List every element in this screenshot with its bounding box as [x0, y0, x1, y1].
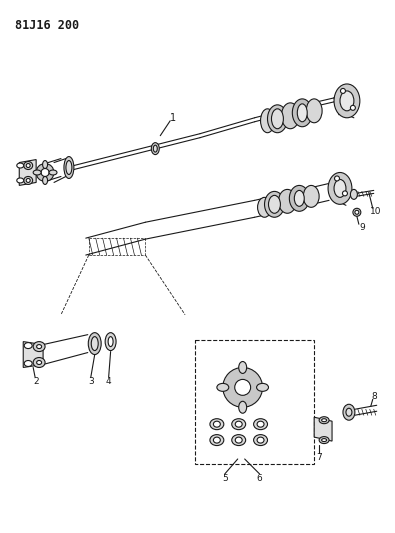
Ellipse shape — [24, 161, 33, 169]
Ellipse shape — [153, 145, 157, 152]
Text: 7: 7 — [316, 453, 322, 462]
Ellipse shape — [213, 437, 220, 443]
Ellipse shape — [66, 160, 72, 174]
Ellipse shape — [217, 383, 229, 391]
Ellipse shape — [49, 170, 57, 175]
Ellipse shape — [24, 176, 33, 184]
Text: 5: 5 — [222, 474, 228, 483]
Ellipse shape — [281, 103, 299, 129]
Ellipse shape — [322, 439, 327, 441]
Text: 1: 1 — [170, 113, 176, 123]
Ellipse shape — [210, 434, 224, 446]
Ellipse shape — [43, 176, 47, 184]
Text: 8: 8 — [372, 392, 378, 401]
Text: 4: 4 — [106, 377, 111, 386]
Ellipse shape — [297, 104, 307, 122]
Ellipse shape — [41, 168, 49, 176]
Text: 9: 9 — [359, 223, 365, 232]
Ellipse shape — [235, 379, 250, 395]
Ellipse shape — [17, 163, 24, 168]
Ellipse shape — [105, 333, 116, 351]
Ellipse shape — [269, 196, 280, 213]
Text: 3: 3 — [88, 377, 94, 386]
Ellipse shape — [350, 106, 356, 110]
Ellipse shape — [33, 358, 45, 367]
Ellipse shape — [235, 421, 242, 427]
Ellipse shape — [257, 383, 269, 391]
Ellipse shape — [26, 164, 30, 167]
Text: 10: 10 — [370, 207, 382, 216]
Ellipse shape — [239, 361, 246, 374]
Ellipse shape — [355, 211, 359, 214]
Text: 2: 2 — [33, 377, 39, 386]
Ellipse shape — [267, 105, 288, 133]
Ellipse shape — [37, 360, 41, 365]
Ellipse shape — [235, 437, 242, 443]
Ellipse shape — [258, 197, 271, 217]
Ellipse shape — [232, 434, 246, 446]
Bar — [195, 340, 314, 464]
Ellipse shape — [265, 191, 284, 217]
Ellipse shape — [261, 109, 275, 133]
Ellipse shape — [334, 84, 360, 118]
Ellipse shape — [334, 180, 346, 197]
Ellipse shape — [239, 401, 246, 413]
Ellipse shape — [328, 173, 352, 204]
Ellipse shape — [210, 419, 224, 430]
Ellipse shape — [278, 189, 296, 213]
Ellipse shape — [24, 360, 32, 367]
Ellipse shape — [223, 367, 263, 407]
Polygon shape — [23, 342, 43, 367]
Text: 81J16 200: 81J16 200 — [15, 19, 79, 33]
Ellipse shape — [213, 421, 220, 427]
Ellipse shape — [17, 178, 24, 183]
Ellipse shape — [346, 408, 352, 416]
Ellipse shape — [271, 109, 283, 129]
Ellipse shape — [88, 333, 101, 354]
Ellipse shape — [319, 417, 329, 424]
Ellipse shape — [343, 404, 355, 420]
Ellipse shape — [294, 190, 304, 206]
Ellipse shape — [254, 419, 267, 430]
Ellipse shape — [24, 343, 32, 349]
Ellipse shape — [340, 88, 346, 93]
Polygon shape — [314, 417, 332, 441]
Ellipse shape — [108, 337, 113, 346]
Ellipse shape — [254, 434, 267, 446]
Ellipse shape — [319, 437, 329, 443]
Ellipse shape — [33, 342, 45, 352]
Ellipse shape — [353, 208, 361, 216]
Ellipse shape — [151, 143, 159, 155]
Ellipse shape — [257, 421, 264, 427]
Ellipse shape — [350, 189, 357, 199]
Ellipse shape — [37, 345, 41, 349]
Polygon shape — [19, 159, 36, 185]
Ellipse shape — [26, 179, 30, 182]
Ellipse shape — [342, 191, 348, 196]
Text: 6: 6 — [257, 474, 262, 483]
Ellipse shape — [33, 170, 41, 175]
Ellipse shape — [306, 99, 322, 123]
Ellipse shape — [91, 337, 98, 351]
Ellipse shape — [322, 419, 327, 422]
Ellipse shape — [43, 160, 47, 168]
Ellipse shape — [292, 99, 312, 127]
Ellipse shape — [257, 437, 264, 443]
Ellipse shape — [232, 419, 246, 430]
Ellipse shape — [36, 164, 54, 181]
Ellipse shape — [303, 185, 319, 207]
Ellipse shape — [340, 91, 354, 111]
Ellipse shape — [335, 176, 339, 181]
Ellipse shape — [290, 185, 309, 211]
Ellipse shape — [64, 157, 74, 179]
